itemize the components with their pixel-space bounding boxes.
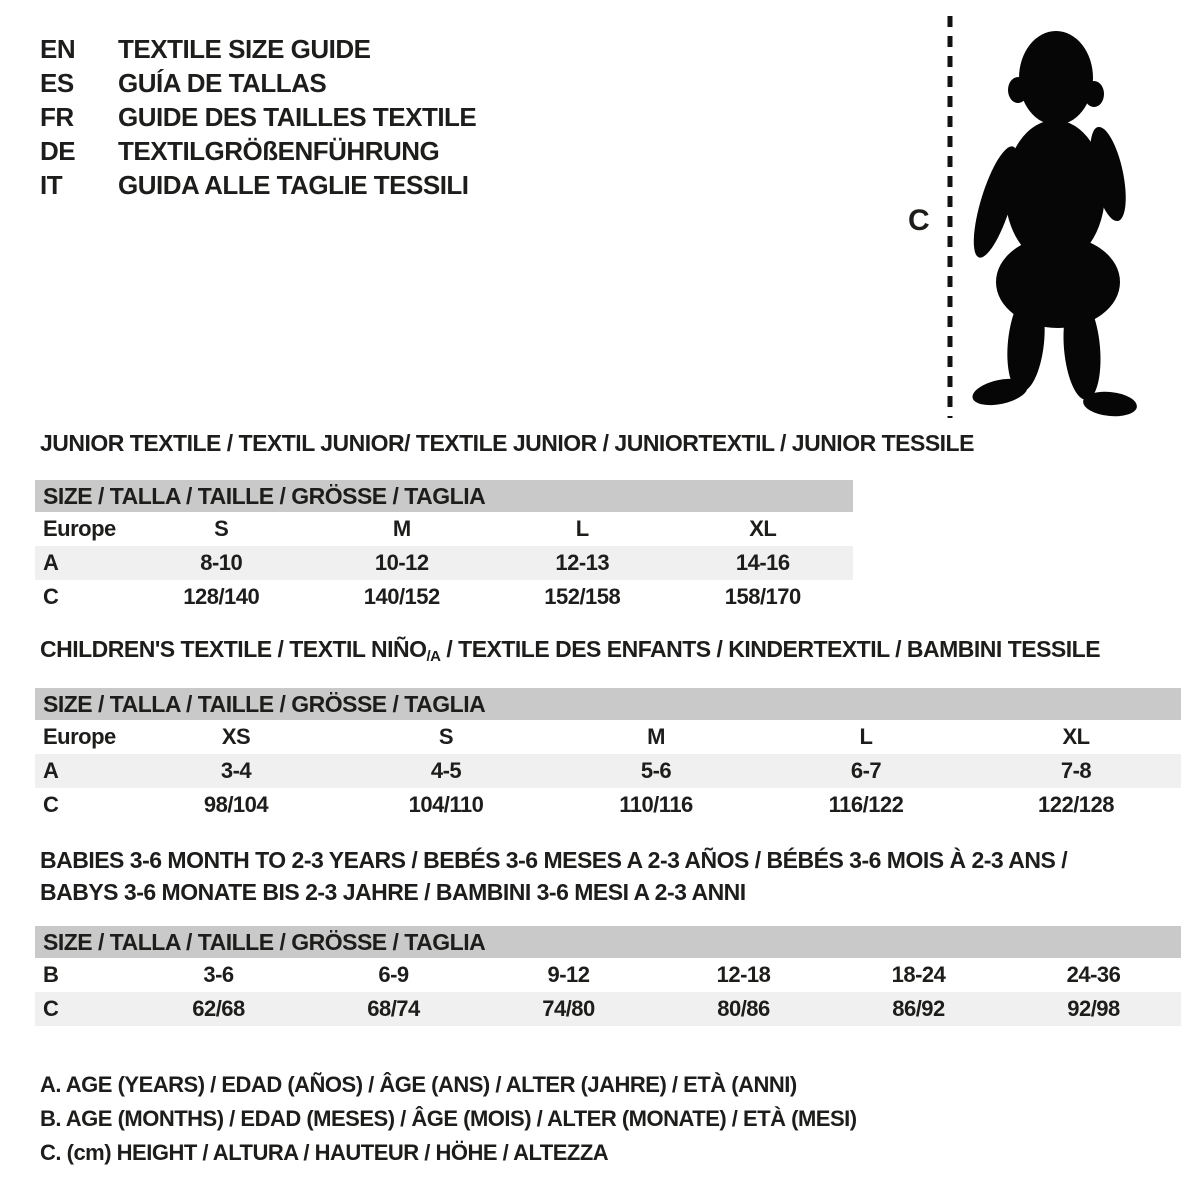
size-cell: S [214,516,229,541]
row-label: A [43,758,59,783]
table-row: A 8-10 10-12 12-13 14-16 [35,546,853,580]
height-cell: 122/128 [1037,792,1115,817]
table-row: B 3-6 6-9 9-12 12-18 18-24 24-36 [35,958,1181,992]
lang-line-en: EN TEXTILE SIZE GUIDE [40,32,476,66]
size-cell: XL [1062,724,1090,749]
size-cell: L [575,516,589,541]
children-title-sub: /A [426,648,441,665]
note-height-cm: C. (cm) HEIGHT / ALTURA / HAUTEUR / HÖHE… [40,1140,609,1165]
height-cell: 140/152 [363,584,441,609]
note-age-years: A. AGE (YEARS) / EDAD (AÑOS) / ÂGE (ANS)… [40,1072,797,1097]
legend-notes: A. AGE (YEARS) / EDAD (AÑOS) / ÂGE (ANS)… [40,1068,857,1170]
size-cell: M [392,516,411,541]
lang-label: GUIDA ALLE TAGLIE TESSILI [118,169,469,200]
height-cell: 152/158 [544,584,621,609]
age-cell: 14-16 [735,550,790,575]
row-label: A [43,550,59,575]
size-cell: L [859,724,873,749]
table-row: A 3-4 4-5 5-6 6-7 7-8 [35,754,1181,788]
note-age-months: B. AGE (MONTHS) / EDAD (MESES) / ÂGE (MO… [40,1106,857,1131]
junior-size-table: SIZE / TALLA / TAILLE / GRÖSSE / TAGLIA … [35,480,853,614]
height-cell: 62/68 [192,996,245,1021]
children-title-pre: CHILDREN'S TEXTILE / TEXTIL NIÑO [40,636,427,662]
table-row: C 128/140 140/152 152/158 158/170 [35,580,853,614]
row-label: B [43,962,59,987]
lang-line-it: IT GUIDA ALLE TAGLIE TESSILI [40,168,476,202]
table-row: C 62/68 68/74 74/80 80/86 86/92 92/98 [35,992,1181,1026]
lang-label: GUÍA DE TALLAS [118,67,327,98]
row-label: Europe [43,516,116,541]
height-cell: 68/74 [367,996,420,1021]
age-cell: 6-7 [850,758,882,783]
table-row: Europe S M L XL [35,512,853,546]
height-cell: 80/86 [717,996,770,1021]
height-cell: 116/122 [828,792,904,817]
table-row: C 98/104 104/110 110/116 116/122 122/128 [35,788,1181,822]
babies-title-line2: BABYS 3-6 MONATE BIS 2-3 JAHRE / BAMBINI… [40,879,746,905]
children-size-table: SIZE / TALLA / TAILLE / GRÖSSE / TAGLIA … [35,688,1181,822]
age-cell: 6-9 [378,962,409,987]
size-cell: M [647,724,665,749]
height-cell: 86/92 [892,996,945,1021]
lang-line-es: ES GUÍA DE TALLAS [40,66,476,100]
age-cell: 10-12 [374,550,429,575]
lang-label: TEXTILE SIZE GUIDE [118,33,371,64]
age-cell: 24-36 [1066,962,1121,987]
size-cell: XL [749,516,777,541]
age-cell: 7-8 [1060,758,1092,783]
size-band-header: SIZE / TALLA / TAILLE / GRÖSSE / TAGLIA [35,480,853,512]
lang-code: ES [40,67,74,98]
lang-line-fr: FR GUIDE DES TAILLES TEXTILE [40,100,477,134]
age-cell: 3-6 [203,962,234,987]
lang-code: EN [40,33,76,64]
age-cell: 9-12 [547,962,590,987]
size-cell: XS [221,724,251,749]
age-cell: 5-6 [640,758,672,783]
height-measure-label: C [908,204,930,237]
lang-line-de: DE TEXTILGRÖßENFÜHRUNG [40,134,476,168]
lang-label: TEXTILGRÖßENFÜHRUNG [118,135,440,166]
row-label: C [43,792,59,817]
height-cell: 98/104 [203,792,269,817]
age-cell: 12-13 [555,550,610,575]
junior-section-title: JUNIOR TEXTILE / TEXTIL JUNIOR/ TEXTILE … [40,430,974,456]
size-band-header: SIZE / TALLA / TAILLE / GRÖSSE / TAGLIA [35,926,1181,958]
lang-code: DE [40,135,76,166]
lang-label: GUIDE DES TAILLES TEXTILE [118,101,477,132]
row-label: C [43,996,59,1021]
lang-code: FR [40,101,74,132]
size-cell: S [438,724,454,749]
height-cell: 128/140 [183,584,260,609]
size-band-header: SIZE / TALLA / TAILLE / GRÖSSE / TAGLIA [35,688,1181,720]
height-cell: 158/170 [724,584,802,609]
age-cell: 8-10 [200,550,243,575]
lang-code: IT [40,169,63,200]
babies-section-title: BABIES 3-6 MONTH TO 2-3 YEARS / BEBÉS 3-… [40,844,1068,908]
children-section-title: CHILDREN'S TEXTILE / TEXTIL NIÑO/A / TEX… [40,636,1101,665]
height-cell: 104/110 [408,792,484,817]
row-label: C [43,584,59,609]
children-title-post: / TEXTILE DES ENFANTS / KINDERTEXTIL / B… [440,636,1101,662]
row-label: Europe [43,724,116,749]
age-cell: 12-18 [716,962,771,987]
height-cell: 92/98 [1067,996,1120,1021]
height-cell: 110/116 [619,792,693,817]
babies-size-table: SIZE / TALLA / TAILLE / GRÖSSE / TAGLIA … [35,926,1181,1026]
language-header: EN TEXTILE SIZE GUIDE ES GUÍA DE TALLAS … [40,32,477,202]
height-dashed-line [947,16,953,418]
height-cell: 74/80 [542,996,595,1021]
toddler-silhouette-icon [972,31,1137,417]
age-cell: 4-5 [430,758,462,783]
table-row: Europe XS S M L XL [35,720,1181,754]
babies-title-line1: BABIES 3-6 MONTH TO 2-3 YEARS / BEBÉS 3-… [40,847,1068,873]
age-cell: 18-24 [891,962,946,987]
age-cell: 3-4 [220,758,252,783]
